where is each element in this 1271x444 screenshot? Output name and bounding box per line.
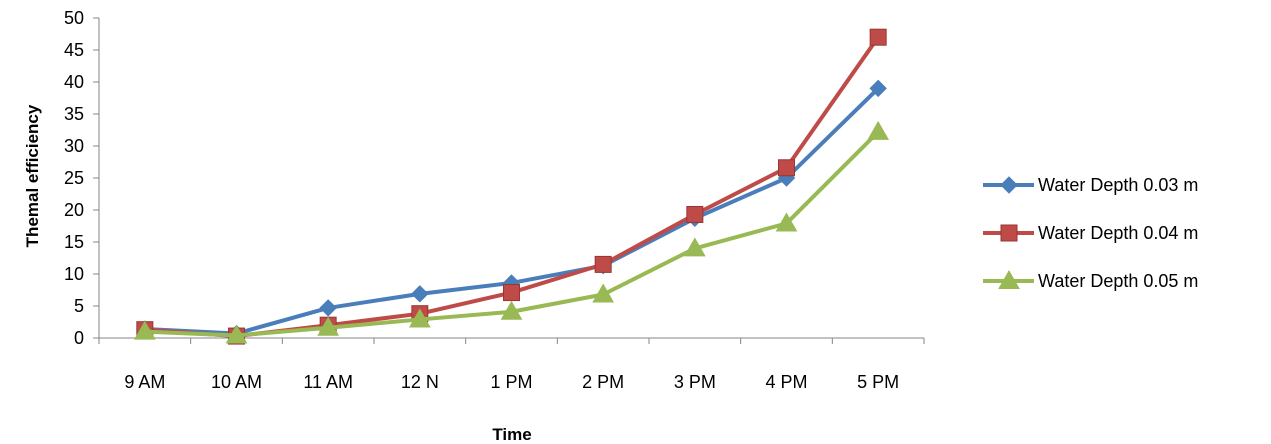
legend-item: Water Depth 0.03 m	[983, 175, 1198, 195]
x-tick-label: 11 AM	[303, 372, 353, 392]
series-2	[136, 28, 887, 345]
y-tick-label: 25	[64, 168, 84, 188]
x-tick-label: 4 PM	[765, 372, 807, 392]
data-point	[411, 285, 429, 303]
x-tick-label: 3 PM	[674, 372, 716, 392]
data-point	[686, 205, 704, 223]
y-tick-label: 45	[64, 40, 84, 60]
y-tick-label: 35	[64, 104, 84, 124]
data-point	[683, 237, 706, 257]
y-axis-title: Themal efficiency	[23, 104, 42, 247]
data-point	[133, 320, 156, 340]
y-axis-ticks: 0 5 10 15 20 25 30 35 40 45 50	[64, 8, 99, 348]
x-axis-title: Time	[492, 425, 531, 444]
x-tick-label: 10 AM	[211, 372, 262, 392]
data-point	[869, 79, 887, 98]
data-point	[500, 300, 523, 320]
data-point	[594, 255, 612, 273]
series-layer	[133, 28, 890, 345]
x-tick-label: 9 AM	[124, 372, 165, 392]
data-point	[592, 283, 615, 303]
y-tick-label: 5	[74, 296, 84, 316]
legend-label: Water Depth 0.04 m	[1038, 223, 1198, 243]
data-point	[869, 28, 887, 46]
y-tick-label: 30	[64, 136, 84, 156]
data-point	[225, 324, 248, 344]
legend-marker	[998, 269, 1020, 289]
y-tick-label: 10	[64, 264, 84, 284]
y-tick-label: 15	[64, 232, 84, 252]
data-point	[317, 316, 340, 336]
data-point	[775, 212, 798, 232]
legend-marker	[1000, 224, 1018, 242]
series-3	[133, 120, 890, 344]
x-tick-label: 12 N	[401, 372, 439, 392]
data-point	[867, 120, 890, 140]
y-tick-label: 0	[74, 328, 84, 348]
data-point	[408, 308, 431, 328]
legend-item: Water Depth 0.04 m	[983, 223, 1198, 243]
x-tick-label: 2 PM	[582, 372, 624, 392]
y-tick-label: 40	[64, 72, 84, 92]
legend-label: Water Depth 0.05 m	[1038, 271, 1198, 291]
legend-label: Water Depth 0.03 m	[1038, 175, 1198, 195]
x-axis-ticks: 9 AM 10 AM 11 AM 12 N 1 PM 2 PM 3 PM 4 PM 5 PM	[98, 338, 925, 392]
data-point	[503, 284, 520, 302]
data-point	[319, 299, 337, 317]
x-tick-label: 5 PM	[857, 372, 899, 392]
legend-item: Water Depth 0.05 m	[983, 269, 1198, 291]
y-tick-label: 20	[64, 200, 84, 220]
x-tick-label: 1 PM	[490, 372, 532, 392]
legend: Water Depth 0.03 m Water Depth 0.04 m Wate…	[983, 175, 1198, 291]
legend-marker	[1000, 176, 1018, 194]
data-point	[778, 159, 795, 177]
y-tick-label: 50	[64, 8, 84, 28]
